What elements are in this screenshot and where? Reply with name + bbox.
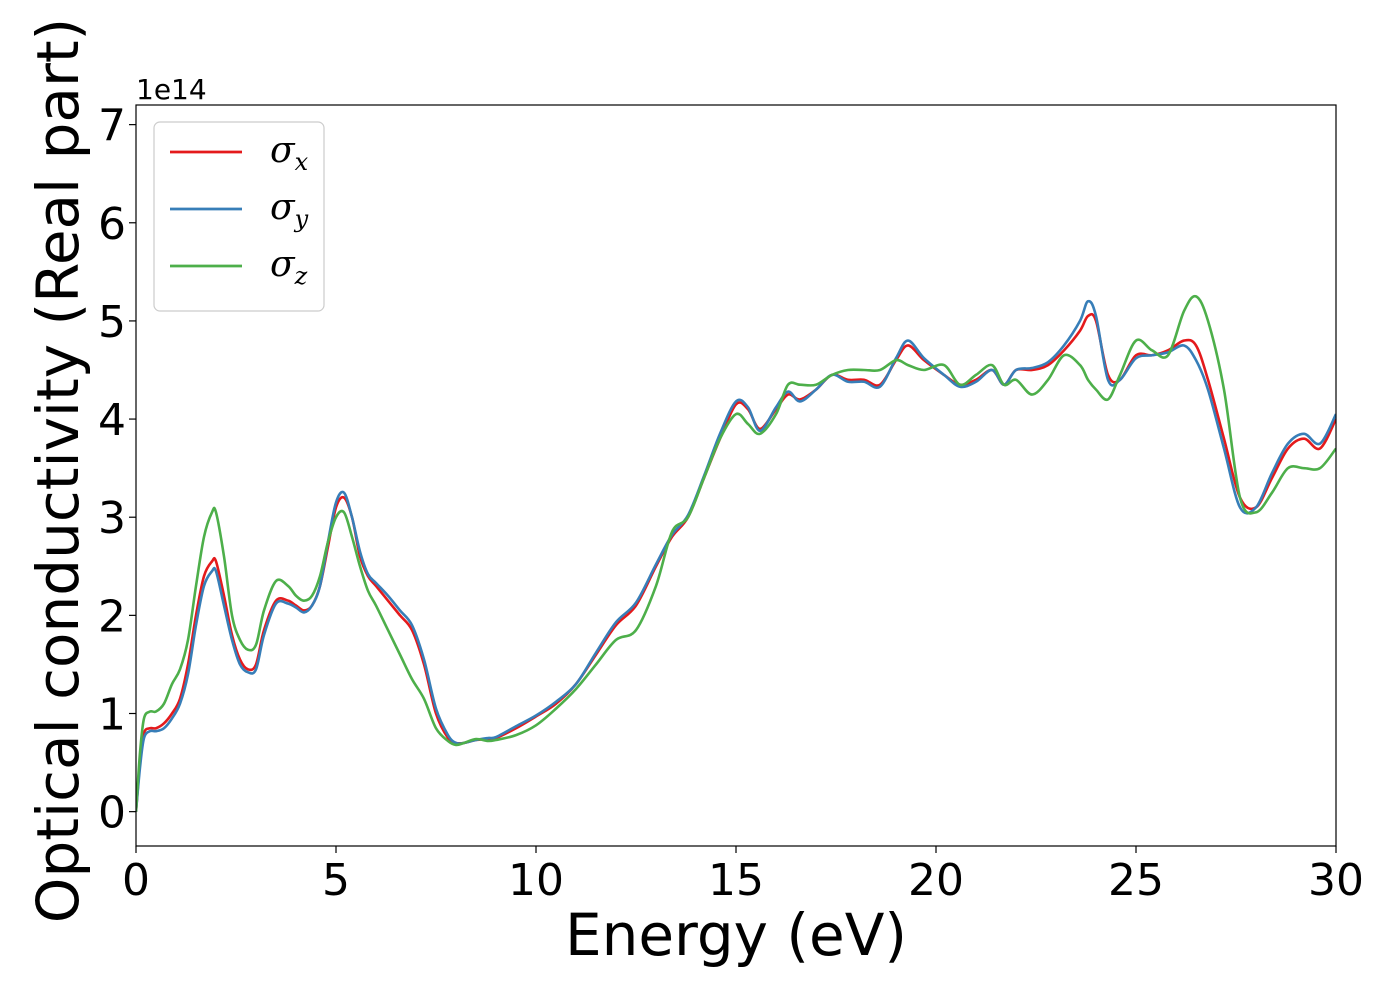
series-line-z bbox=[136, 294, 1336, 812]
legend-label-y: σy bbox=[270, 187, 309, 233]
x-tick-label: 25 bbox=[1108, 855, 1164, 906]
y-offset-label: 1e14 bbox=[136, 73, 207, 106]
x-tick-label: 20 bbox=[908, 855, 964, 906]
legend-label-z: σz bbox=[270, 244, 308, 290]
x-axis: 0 5 10 15 20 25 30 bbox=[122, 846, 1364, 906]
y-axis-title: Optical conductivity (Real part) bbox=[24, 18, 92, 923]
x-tick-label: 0 bbox=[122, 855, 150, 906]
legend-box bbox=[153, 121, 325, 312]
x-axis-title: Energy (eV) bbox=[565, 901, 907, 969]
y-tick-label: 5 bbox=[98, 297, 126, 348]
y-tick-label: 2 bbox=[98, 591, 126, 642]
y-tick-label: 3 bbox=[98, 493, 126, 544]
legend: σx σy σz bbox=[153, 121, 325, 312]
x-tick-label: 5 bbox=[322, 855, 350, 906]
x-tick-label: 15 bbox=[708, 855, 764, 906]
y-tick-label: 0 bbox=[98, 788, 126, 839]
x-tick-label: 10 bbox=[508, 855, 564, 906]
y-tick-label: 4 bbox=[98, 395, 126, 446]
series-layer bbox=[136, 294, 1336, 812]
series-line-y bbox=[136, 299, 1336, 812]
legend-label-x: σx bbox=[270, 130, 309, 176]
y-tick-label: 6 bbox=[98, 199, 126, 250]
y-tick-label: 7 bbox=[98, 101, 126, 152]
y-tick-label: 1 bbox=[98, 690, 126, 741]
x-tick-label: 30 bbox=[1308, 855, 1364, 906]
y-axis: 0 1 2 3 4 5 6 7 bbox=[98, 101, 136, 839]
